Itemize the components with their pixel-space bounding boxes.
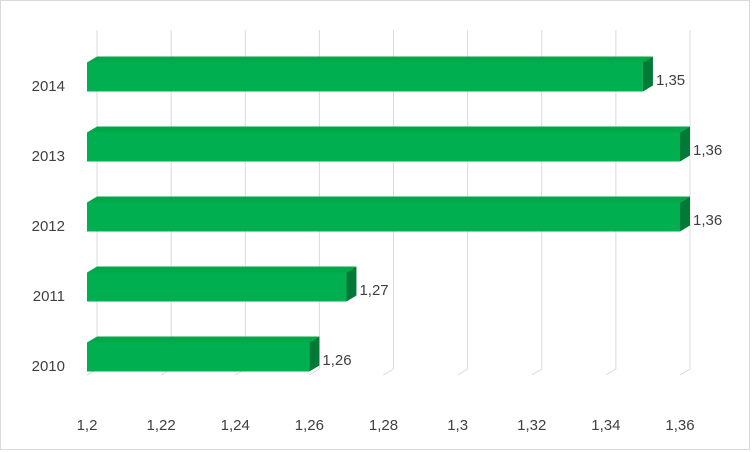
bar <box>87 132 680 162</box>
x-tick-label: 1,26 <box>295 417 324 434</box>
bar-top-face <box>87 56 653 63</box>
bar-top-face <box>87 126 690 133</box>
category-label: 2013 <box>32 148 65 165</box>
gridline-floor <box>457 368 468 376</box>
data-label: 1,36 <box>693 212 722 229</box>
bar <box>87 342 310 372</box>
bar-top-face <box>87 266 357 273</box>
x-tick-label: 1,32 <box>517 417 546 434</box>
bar-side-face <box>680 126 690 162</box>
gridline-floor <box>309 368 320 376</box>
category-label: 2014 <box>32 78 65 95</box>
data-label: 1,36 <box>693 142 722 159</box>
category-label: 2012 <box>32 218 65 235</box>
bar-top-face <box>87 336 320 343</box>
x-tick-label: 1,3 <box>447 417 468 434</box>
bar <box>87 272 347 302</box>
gridline-floor <box>531 368 543 376</box>
x-tick-label: 1,22 <box>147 417 176 434</box>
category-label: 2010 <box>32 358 65 375</box>
bar <box>87 62 643 92</box>
bar <box>87 202 680 232</box>
bar-side-face <box>680 196 690 232</box>
bar-side-face <box>642 56 653 92</box>
bar-side-face <box>346 266 357 302</box>
bar-top-face <box>87 196 690 203</box>
x-tick-label: 1,34 <box>591 417 620 434</box>
x-tick-label: 1,24 <box>221 417 250 434</box>
gridline-floor <box>605 368 617 376</box>
data-label: 1,27 <box>359 282 388 299</box>
gridline-floor <box>383 368 394 376</box>
x-tick-label: 1,28 <box>369 417 398 434</box>
category-label: 2011 <box>33 288 65 305</box>
data-label: 1,35 <box>656 72 685 89</box>
data-label: 1,26 <box>322 352 351 369</box>
x-tick-label: 1,2 <box>77 417 98 434</box>
gridline-floor <box>679 368 691 376</box>
bar-side-face <box>309 336 320 372</box>
x-tick-label: 1,36 <box>665 417 694 434</box>
